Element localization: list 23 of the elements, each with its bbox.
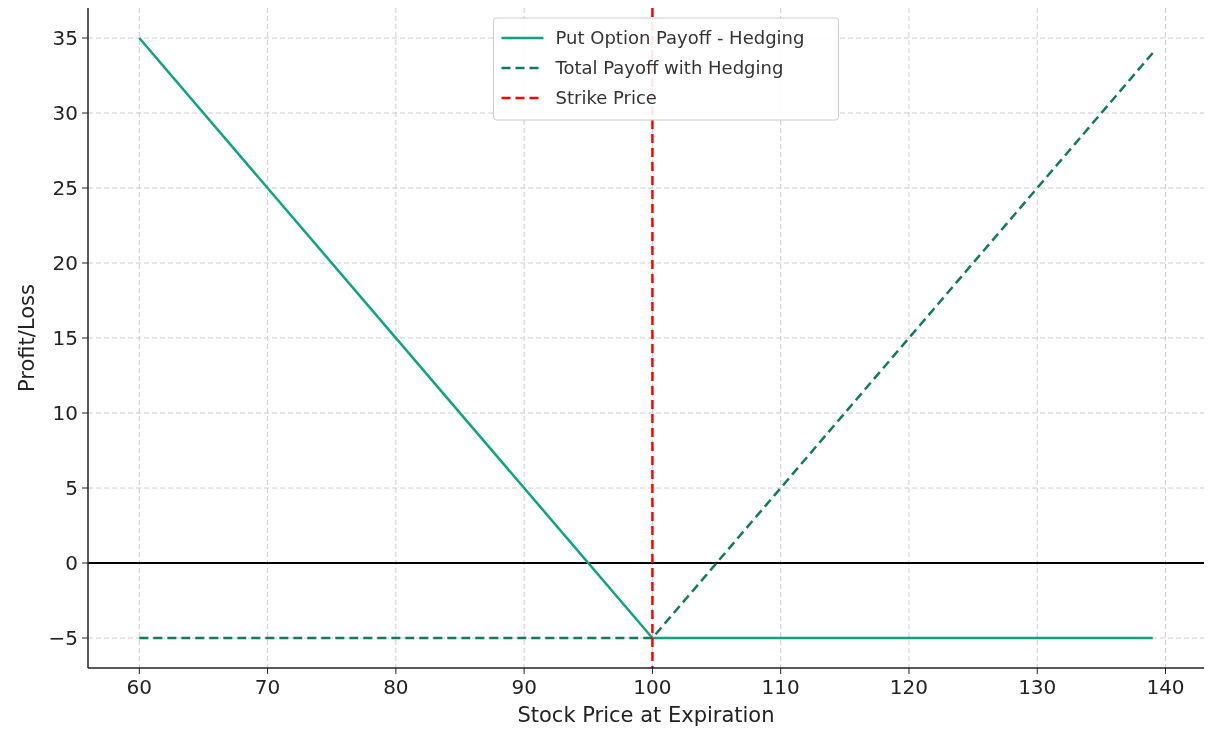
x-axis-title: Stock Price at Expiration (517, 703, 775, 727)
y-tick-label: 10 (52, 401, 78, 425)
x-tick-label: 140 (1146, 675, 1185, 699)
x-tick-label: 70 (254, 675, 281, 699)
y-tick-label: 0 (65, 551, 78, 575)
x-tick-label: 120 (889, 675, 929, 699)
y-tick-label: 15 (52, 326, 78, 350)
x-tick-label: 100 (633, 675, 672, 699)
x-tick-label: 90 (511, 675, 537, 699)
y-tick-label: 20 (52, 251, 78, 275)
y-axis-title: Profit/Loss (15, 284, 39, 392)
y-tick-label: 30 (52, 101, 78, 125)
ref-line-label: Strike Price (555, 87, 657, 108)
x-tick-label: 80 (383, 675, 409, 699)
legend-label: Put Option Payoff - Hedging (555, 27, 805, 48)
y-tick-label: 5 (65, 476, 78, 500)
y-tick-label: −5 (48, 626, 78, 650)
y-tick-label: 35 (52, 26, 78, 50)
y-tick-label: 25 (52, 176, 78, 200)
x-tick-label: 130 (1018, 675, 1057, 699)
x-tick-label: 110 (761, 675, 800, 699)
legend-label: Total Payoff with Hedging (554, 57, 784, 78)
x-tick-label: 60 (126, 675, 153, 699)
